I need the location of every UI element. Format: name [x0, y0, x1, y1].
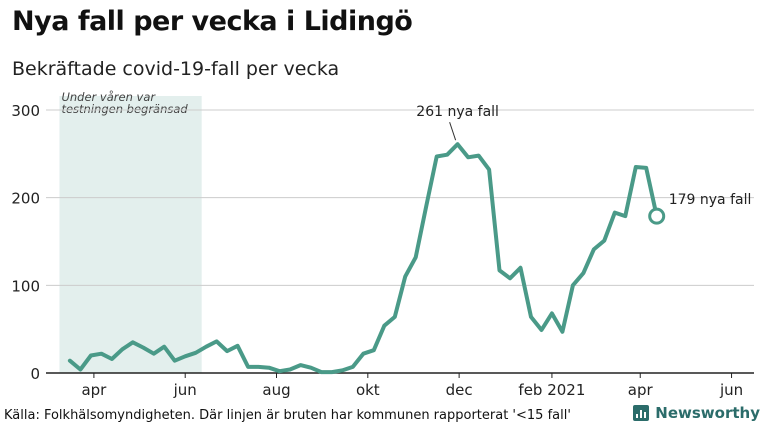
- brand-logo: Newsworthy: [633, 404, 760, 422]
- x-tick-label: dec: [446, 381, 473, 399]
- newsworthy-logo-icon: [633, 405, 650, 421]
- series-line: [67, 142, 659, 375]
- chart-subtitle: Bekräftade covid-19-fall per vecka: [12, 58, 340, 80]
- y-tick-label: 0: [30, 365, 40, 383]
- shaded-region-label: Under våren var: [61, 90, 156, 104]
- annotation-leader: [449, 122, 457, 141]
- x-tick-label: jun: [719, 381, 743, 399]
- y-tick-label: 300: [11, 102, 40, 120]
- y-tick-label: 100: [11, 277, 40, 295]
- y-tick-label: 200: [11, 190, 40, 208]
- x-tick-label: okt: [356, 381, 380, 399]
- shaded-region: [59, 96, 202, 373]
- annotation-label: 261 nya fall: [416, 104, 499, 120]
- brand-name: Newsworthy: [655, 404, 760, 422]
- x-tick-label: apr: [628, 381, 654, 399]
- x-tick-label: feb 2021: [518, 381, 585, 399]
- x-tick-label: jun: [173, 381, 197, 399]
- x-tick-label: apr: [81, 381, 107, 399]
- annotation-label: 179 nya fall: [669, 192, 752, 208]
- x-tick-label: aug: [262, 381, 290, 399]
- chart-title: Nya fall per vecka i Lidingö: [12, 6, 413, 37]
- source-note: Källa: Folkhälsomyndigheten. Där linjen …: [4, 408, 571, 423]
- last-point-marker: [648, 207, 666, 225]
- shaded-region-label: testningen begränsad: [61, 102, 188, 116]
